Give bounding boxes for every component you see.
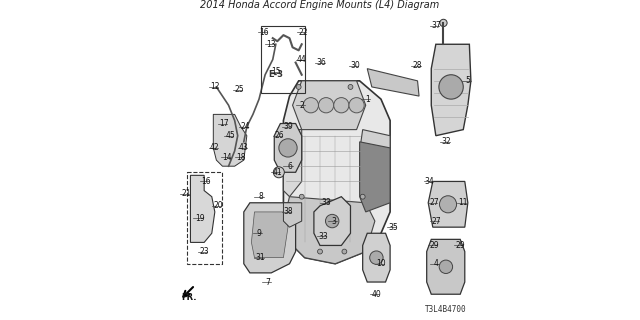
Text: 6: 6 (287, 162, 292, 171)
Text: 26: 26 (274, 131, 284, 140)
Text: 2: 2 (300, 101, 304, 110)
Text: 20: 20 (213, 201, 223, 210)
Text: T3L4B4700: T3L4B4700 (425, 305, 467, 314)
Text: 42: 42 (210, 143, 220, 152)
Circle shape (439, 75, 463, 99)
Polygon shape (363, 233, 390, 282)
Polygon shape (284, 81, 390, 264)
Polygon shape (427, 239, 465, 294)
Circle shape (319, 98, 333, 113)
Text: 31: 31 (256, 253, 266, 262)
Polygon shape (292, 81, 365, 130)
Circle shape (370, 251, 383, 264)
Polygon shape (284, 197, 375, 264)
Text: 4: 4 (433, 259, 438, 268)
Bar (188, 172, 223, 264)
Polygon shape (360, 130, 390, 203)
Text: 5: 5 (465, 76, 470, 85)
Text: 16: 16 (259, 28, 268, 36)
Circle shape (296, 84, 301, 89)
Text: 15: 15 (271, 67, 280, 76)
Text: 2014 Honda Accord Engine Mounts (L4) Diagram: 2014 Honda Accord Engine Mounts (L4) Dia… (200, 0, 440, 10)
Text: 17: 17 (219, 119, 228, 128)
Polygon shape (284, 203, 301, 227)
Circle shape (326, 214, 339, 228)
Text: 7: 7 (266, 277, 271, 286)
Circle shape (348, 84, 353, 89)
Text: 24: 24 (241, 122, 250, 131)
Text: 36: 36 (317, 58, 326, 67)
Polygon shape (367, 69, 419, 96)
Text: 39: 39 (283, 122, 293, 131)
Text: 29: 29 (429, 241, 439, 250)
Text: 44: 44 (297, 55, 307, 64)
Text: 45: 45 (225, 131, 235, 140)
Text: FR.: FR. (181, 293, 196, 302)
Circle shape (440, 196, 456, 213)
Text: 37: 37 (431, 21, 441, 30)
Text: 43: 43 (239, 143, 249, 152)
Circle shape (349, 98, 364, 113)
Polygon shape (314, 197, 351, 245)
Circle shape (360, 194, 365, 199)
Bar (260, 26, 305, 93)
Polygon shape (252, 212, 288, 258)
Polygon shape (431, 44, 471, 136)
Text: 22: 22 (298, 28, 308, 36)
Text: 33: 33 (321, 198, 331, 207)
Polygon shape (213, 114, 247, 166)
Text: 10: 10 (376, 259, 386, 268)
Circle shape (300, 194, 304, 199)
Text: 9: 9 (257, 229, 262, 238)
Circle shape (333, 98, 349, 113)
Circle shape (279, 139, 297, 157)
Text: 35: 35 (388, 223, 398, 232)
Circle shape (440, 19, 447, 27)
Text: 25: 25 (234, 85, 244, 94)
Text: 41: 41 (273, 168, 282, 177)
Text: 21: 21 (181, 189, 191, 198)
Text: 23: 23 (199, 247, 209, 256)
Text: 34: 34 (425, 177, 435, 186)
Text: 30: 30 (350, 61, 360, 70)
Polygon shape (284, 130, 301, 197)
Text: 27: 27 (429, 198, 439, 207)
Circle shape (317, 249, 323, 254)
Text: 27: 27 (431, 217, 441, 226)
Text: 3: 3 (332, 217, 336, 226)
Circle shape (273, 167, 284, 178)
Text: 16: 16 (201, 177, 211, 186)
Text: 33: 33 (318, 232, 328, 241)
Circle shape (303, 98, 319, 113)
Polygon shape (360, 142, 390, 212)
Text: 18: 18 (236, 153, 246, 162)
Text: 1: 1 (365, 95, 370, 104)
Polygon shape (428, 181, 468, 227)
Circle shape (342, 249, 347, 254)
Polygon shape (191, 175, 215, 243)
Text: 14: 14 (222, 153, 232, 162)
Text: 11: 11 (458, 198, 468, 207)
Text: 32: 32 (442, 137, 451, 146)
Text: 19: 19 (195, 213, 204, 222)
Text: 12: 12 (210, 83, 220, 92)
Text: 29: 29 (456, 241, 465, 250)
Text: 40: 40 (371, 290, 381, 299)
Text: 8: 8 (258, 192, 263, 201)
Text: 38: 38 (283, 207, 293, 216)
Polygon shape (275, 124, 301, 172)
Text: 28: 28 (413, 61, 422, 70)
Text: 13: 13 (266, 40, 276, 49)
Circle shape (439, 260, 452, 274)
Text: E-3: E-3 (268, 70, 284, 79)
Polygon shape (244, 203, 296, 273)
